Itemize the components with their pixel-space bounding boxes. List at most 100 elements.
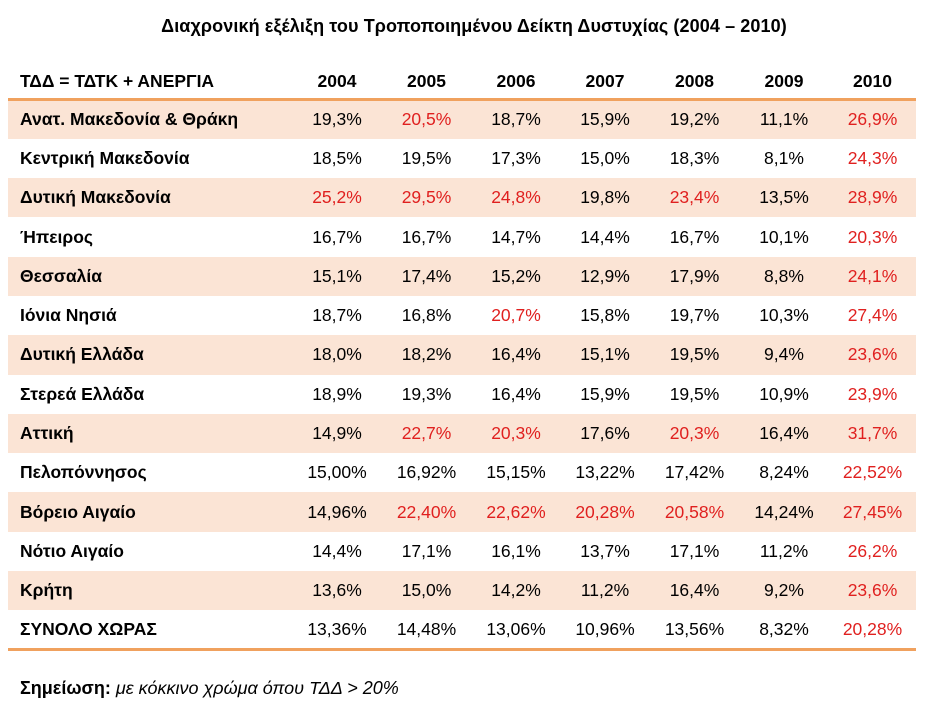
value-cell: 15,9% <box>580 383 630 404</box>
year-header: 2007 <box>560 64 650 101</box>
table-row: Ήπειρος 16,7% 16,7% 14,7% 14,4% 16,7% 10,1% 20,… <box>8 217 916 256</box>
table-row: Κρήτη 13,6% 15,0% 14,2% 11,2% 16,4% 9,2% 23,6% <box>8 571 916 611</box>
value-cell: 20,58% <box>664 501 725 522</box>
header-row: ΤΔΔ = ΤΔΤΚ + ΑΝΕΡΓΙΑ 2004 2005 2006 2007… <box>8 64 916 101</box>
value-cell: 8,1% <box>764 147 804 168</box>
value-cell: 22,52% <box>842 462 903 483</box>
year-header: 2009 <box>739 64 829 101</box>
region-cell: Νότιο Αιγαίο <box>20 540 124 561</box>
value-cell: 19,8% <box>580 187 630 208</box>
value-cell: 13,6% <box>312 580 362 601</box>
value-cell: 20,3% <box>847 226 898 247</box>
value-cell: 16,4% <box>491 383 541 404</box>
region-cell: Κρήτη <box>20 580 73 601</box>
value-cell: 18,5% <box>312 147 362 168</box>
value-cell: 10,1% <box>759 226 809 247</box>
value-cell: 14,96% <box>307 501 367 522</box>
value-cell: 19,7% <box>669 305 720 326</box>
table-row: Δυτική Ελλάδα 18,0% 18,2% 16,4% 15,1% 19,5% 9,… <box>8 335 916 375</box>
value-cell: 9,4% <box>764 344 804 365</box>
region-cell: Βόρειο Αιγαίο <box>20 501 136 522</box>
value-cell: 19,5% <box>669 344 720 365</box>
value-cell: 15,15% <box>486 462 546 483</box>
value-cell: 13,7% <box>580 540 630 561</box>
value-cell: 14,2% <box>491 580 541 601</box>
table-title: Διαχρονική εξέλιξη του Τροποποιημένου Δε… <box>161 16 787 36</box>
value-cell: 19,5% <box>401 147 452 168</box>
value-cell: 15,9% <box>580 109 630 130</box>
value-cell: 13,22% <box>575 462 635 483</box>
value-cell: 24,3% <box>847 147 898 168</box>
value-cell: 23,6% <box>847 344 898 365</box>
value-cell: 15,00% <box>307 462 367 483</box>
value-cell: 24,1% <box>847 265 898 286</box>
table-row: Βόρειο Αιγαίο 14,96% 22,40% 22,62% 20,28% 20,… <box>8 492 916 532</box>
table-row: Θεσσαλία 15,1% 17,4% 15,2% 12,9% 17,9% 8,8% 24,… <box>8 256 916 296</box>
region-cell: Ιόνια Νησιά <box>20 305 117 326</box>
footnote-label: Σημείωση: <box>20 678 111 698</box>
table-row: Ιόνια Νησιά 18,7% 16,8% 20,7% 15,8% 19,7% 10,3… <box>8 296 916 335</box>
value-cell: 16,7% <box>401 226 452 247</box>
value-cell: 16,7% <box>312 226 362 247</box>
value-cell: 20,3% <box>669 423 720 444</box>
value-cell: 23,6% <box>847 580 898 601</box>
value-cell: 17,9% <box>669 265 720 286</box>
value-cell: 16,4% <box>759 423 809 444</box>
value-cell: 23,9% <box>847 383 898 404</box>
region-cell: ΣΥΝΟΛΟ ΧΩΡΑΣ <box>8 610 293 652</box>
value-cell: 19,3% <box>401 383 452 404</box>
value-cell: 17,42% <box>664 462 725 483</box>
table-row: ΣΥΝΟΛΟ ΧΩΡΑΣ 13,36% 14,48% 13,06% 10,96% 13,5… <box>8 610 916 652</box>
value-cell: 14,48% <box>381 610 472 652</box>
value-cell: 10,9% <box>759 383 809 404</box>
region-cell: Κεντρική Μακεδονία <box>20 147 190 168</box>
value-cell: 20,7% <box>491 305 541 326</box>
value-cell: 16,92% <box>396 462 457 483</box>
value-cell: 11,2% <box>759 540 809 561</box>
value-cell: 13,06% <box>472 610 560 652</box>
value-cell: 22,7% <box>401 423 452 444</box>
value-cell: 17,1% <box>669 540 720 561</box>
value-cell: 28,9% <box>847 187 898 208</box>
value-cell: 8,8% <box>764 265 804 286</box>
region-cell: Ανατ. Μακεδονία & Θράκη <box>20 109 239 130</box>
footnote-text: με κόκκινο χρώμα όπου ΤΔΔ > 20% <box>115 678 399 698</box>
year-header: 2005 <box>381 64 472 101</box>
year-header: 2010 <box>829 64 916 101</box>
value-cell: 8,24% <box>759 462 809 483</box>
value-cell: 16,4% <box>669 580 720 601</box>
value-cell: 15,1% <box>580 344 630 365</box>
value-cell: 17,3% <box>491 147 541 168</box>
region-cell: Θεσσαλία <box>20 265 102 286</box>
value-cell: 12,9% <box>580 265 630 286</box>
value-cell: 18,0% <box>312 344 362 365</box>
value-cell: 9,2% <box>764 580 804 601</box>
table-row: Αττική 14,9% 22,7% 20,3% 17,6% 20,3% 16,4% 31,7… <box>8 413 916 454</box>
value-cell: 14,4% <box>580 226 630 247</box>
value-cell: 15,8% <box>580 305 630 326</box>
value-cell: 14,7% <box>491 226 541 247</box>
value-cell: 19,2% <box>669 109 720 130</box>
value-cell: 16,8% <box>401 305 452 326</box>
value-cell: 18,9% <box>312 383 362 404</box>
region-cell: Δυτική Ελλάδα <box>20 344 144 365</box>
misery-index-table: ΤΔΔ = ΤΔΤΚ + ΑΝΕΡΓΙΑ 2004 2005 2006 2007… <box>8 64 916 652</box>
value-cell: 24,8% <box>491 187 541 208</box>
table-row: Νότιο Αιγαίο 14,4% 17,1% 16,1% 13,7% 17,1% 11,… <box>8 532 916 571</box>
region-cell: Στερεά Ελλάδα <box>20 383 145 404</box>
value-cell: 29,5% <box>401 187 452 208</box>
table-row: Κεντρική Μακεδονία 18,5% 19,5% 17,3% 15,0% 18… <box>8 139 916 178</box>
table-row: Πελοπόννησος 15,00% 16,92% 15,15% 13,22% 17,4… <box>8 453 916 492</box>
value-cell: 26,2% <box>847 540 898 561</box>
value-cell: 11,1% <box>759 109 809 130</box>
value-cell: 10,96% <box>560 610 650 652</box>
year-header: 2004 <box>293 64 381 101</box>
value-cell: 14,9% <box>312 423 362 444</box>
value-cell: 18,7% <box>312 305 362 326</box>
value-cell: 22,62% <box>486 501 546 522</box>
value-cell: 13,36% <box>293 610 381 652</box>
value-cell: 17,6% <box>580 423 630 444</box>
value-cell: 17,1% <box>401 540 452 561</box>
table-row: Στερεά Ελλάδα 18,9% 19,3% 16,4% 15,9% 19,5% 10… <box>8 375 916 414</box>
value-cell: 11,2% <box>580 580 630 601</box>
